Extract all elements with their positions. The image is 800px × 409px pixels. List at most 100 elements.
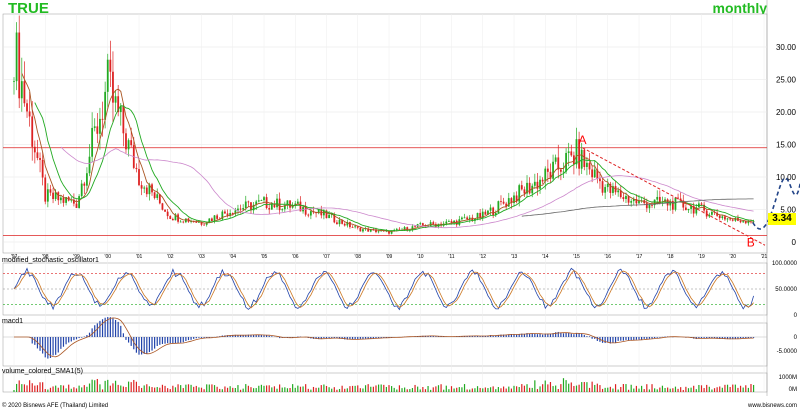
macd-bar	[75, 337, 78, 340]
macd-bar	[383, 337, 385, 338]
macd-bar	[159, 337, 161, 345]
candle-body	[429, 222, 432, 226]
volume-bar	[167, 388, 169, 392]
candle-body	[403, 227, 406, 230]
macd-bar	[534, 333, 536, 337]
x-tick-label: '15	[573, 254, 580, 260]
volume-bar	[685, 386, 687, 392]
candle-body	[632, 198, 635, 202]
candle-body	[591, 169, 594, 178]
candle-body	[606, 183, 609, 188]
volume-bar	[328, 387, 330, 392]
volume-bar	[581, 382, 583, 392]
candle-body	[127, 140, 130, 150]
volume-bar	[86, 386, 88, 392]
volume-bar	[245, 384, 247, 392]
macd-bar	[625, 337, 627, 340]
volume-bar	[633, 388, 635, 392]
candle-body	[682, 200, 685, 208]
candle-body	[398, 228, 401, 230]
candle-body	[330, 214, 333, 216]
candle-body	[549, 171, 552, 179]
x-tick-label: '04	[229, 254, 236, 260]
volume-bar	[333, 387, 335, 392]
volume-bar	[73, 387, 75, 392]
candle-body	[112, 71, 114, 103]
volume-bar	[172, 385, 174, 392]
volume-bar	[388, 385, 390, 392]
macd-bar	[716, 337, 718, 339]
volume-bar	[635, 385, 637, 392]
candle-body	[677, 197, 679, 199]
macd-tick-label: -5.0000	[777, 349, 798, 355]
macd-bar	[268, 335, 270, 337]
volume-bar	[331, 388, 333, 392]
candle-body	[15, 32, 18, 82]
volume-bar	[133, 379, 135, 392]
macd-bar	[318, 337, 320, 340]
candle-body	[625, 195, 627, 200]
x-tick-label: '03	[198, 254, 205, 260]
volume-bar	[690, 387, 692, 392]
candle-body	[75, 203, 78, 208]
volume-bar	[424, 389, 427, 392]
macd-bar	[654, 337, 656, 339]
macd-bar	[169, 337, 171, 344]
volume-bar	[307, 388, 309, 392]
volume-bar	[739, 385, 742, 392]
candle-body	[231, 213, 234, 215]
macd-bar	[331, 337, 333, 338]
macd-bar	[47, 337, 49, 359]
candle-body	[507, 198, 510, 207]
volume-bar	[289, 387, 291, 392]
macd-bar	[328, 337, 330, 339]
candle-body	[44, 177, 47, 202]
candle-body	[638, 200, 640, 204]
macd-bar	[135, 337, 137, 353]
macd-bar	[344, 337, 346, 340]
candle-body	[322, 210, 325, 216]
macd-bar	[531, 333, 533, 337]
trend-line	[582, 147, 766, 246]
volume-bar	[101, 389, 104, 392]
volume-bar	[273, 386, 276, 392]
macd-bar	[719, 337, 721, 339]
macd-bar	[81, 337, 83, 338]
x-tick-label: '02	[167, 254, 174, 260]
volume-bar	[250, 387, 252, 392]
stoch-tick-label: 50.0000	[775, 287, 797, 293]
volume-bar	[174, 387, 177, 392]
candle-body	[510, 198, 513, 204]
volume-bar	[544, 380, 546, 392]
x-tick-label: '97	[11, 254, 18, 260]
macd-bar	[526, 333, 528, 337]
macd-bar	[375, 337, 377, 339]
volume-bar	[68, 384, 70, 392]
volume-bar	[302, 386, 304, 392]
candle-body	[122, 105, 125, 134]
macd-bar	[495, 335, 497, 337]
volume-bar	[570, 382, 572, 392]
macd-bar	[31, 337, 33, 344]
last-price-badge: 3.34	[768, 213, 796, 225]
candle-body	[572, 155, 575, 165]
macd-bar	[638, 337, 640, 340]
volume-bar	[440, 384, 442, 392]
volume-bar	[52, 386, 54, 392]
volume-bar	[508, 386, 510, 392]
macd-bar	[609, 337, 611, 344]
volume-bar	[237, 385, 239, 392]
volume-bar	[659, 387, 661, 392]
candle-body	[567, 151, 570, 153]
candle-body	[304, 207, 307, 215]
volume-bar	[752, 384, 755, 392]
volume-bar	[203, 389, 205, 392]
macd-bar	[627, 337, 630, 341]
macd-bar	[107, 317, 109, 337]
volume-bar	[21, 384, 23, 392]
volume-bar	[341, 385, 343, 392]
macd-bar	[732, 337, 734, 340]
volume-bar	[224, 386, 226, 392]
volume-bar	[23, 384, 26, 392]
candle-body	[554, 157, 557, 162]
